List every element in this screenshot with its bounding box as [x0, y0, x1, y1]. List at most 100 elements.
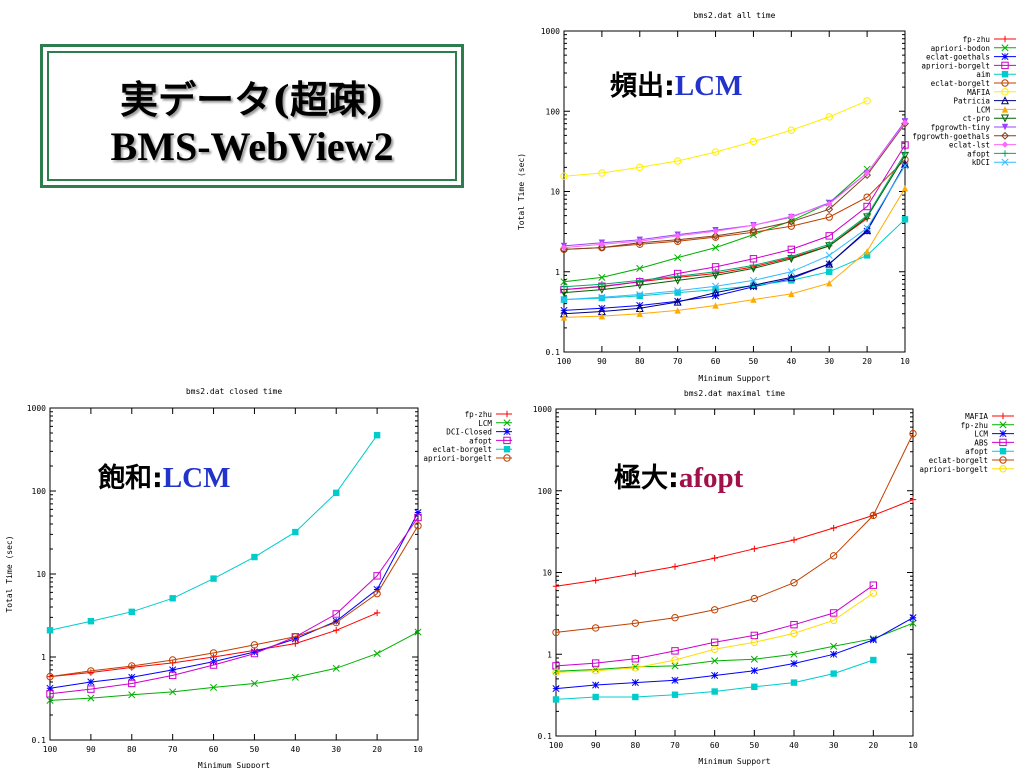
- series-line: [555, 499, 914, 587]
- data-point: [909, 619, 917, 627]
- series-abs: [552, 581, 878, 670]
- series-line: [555, 584, 874, 667]
- x-axis: 100 90 80 70 60 50 40 30 20 10: [557, 31, 910, 366]
- data-point: [830, 524, 837, 532]
- data-point: [830, 642, 838, 650]
- x-tick-label: 50: [749, 357, 759, 366]
- x-tick-label: 30: [331, 745, 341, 754]
- data-point: [46, 672, 54, 681]
- data-point: [598, 293, 606, 301]
- chart-svg: bms2.dat closed time 0.1 1 10 100 1000 100 90 80…: [5, 387, 512, 768]
- data-point: [750, 594, 759, 603]
- data-point: [169, 688, 177, 696]
- data-point: [631, 679, 639, 687]
- data-point: [790, 650, 798, 658]
- data-point: [825, 251, 833, 259]
- series-lcm: [46, 628, 422, 704]
- x-axis-label: Minimum Support: [698, 757, 770, 766]
- data-point: [87, 678, 95, 686]
- x-tick-label: 20: [869, 741, 879, 750]
- series-line: [563, 122, 906, 249]
- legend-item: eclat-borgelt: [931, 79, 1016, 88]
- data-point: [750, 282, 757, 289]
- data-point: [788, 290, 795, 298]
- data-point: [250, 649, 259, 658]
- x-tick-label: 90: [86, 745, 96, 754]
- series-eclat-borgelt: [560, 155, 909, 254]
- legend-item: LCM: [478, 419, 512, 428]
- legend-item: afopt: [469, 436, 512, 445]
- y-tick-label: 1000: [27, 404, 46, 413]
- x-tick-label: 100: [557, 357, 572, 366]
- data-point: [291, 633, 300, 641]
- x-tick-label: 50: [250, 745, 260, 754]
- slide-title: 実データ(超疎): [120, 77, 384, 122]
- y-tick-label: 100: [32, 487, 47, 496]
- legend-label: DCI-Closed: [446, 428, 492, 437]
- data-point: [552, 582, 560, 590]
- data-point: [870, 656, 877, 664]
- data-point: [671, 662, 679, 670]
- data-point: [250, 648, 258, 656]
- legend-label: ct-pro: [963, 114, 991, 123]
- data-point: [128, 608, 135, 616]
- legend-marker: [999, 448, 1007, 455]
- data-point: [901, 141, 909, 149]
- data-point: [332, 618, 340, 627]
- data-point: [636, 277, 643, 284]
- data-point: [710, 638, 719, 647]
- data-point: [631, 663, 639, 671]
- legend-marker: [1001, 35, 1009, 43]
- data-point: [750, 655, 758, 663]
- series-line: [555, 622, 914, 672]
- series-line: [49, 525, 419, 678]
- series-line: [563, 165, 906, 301]
- annotation-frequent-algo: LCM: [674, 70, 743, 102]
- x-tick-label: 50: [750, 741, 760, 750]
- series-afopt: [46, 513, 422, 698]
- y-tick-label: 0.1: [546, 348, 561, 357]
- data-point: [414, 508, 422, 517]
- legend-marker: [1001, 44, 1009, 52]
- y-tick-label: 1: [555, 268, 560, 277]
- data-point: [250, 679, 258, 688]
- x-axis: 100 90 80 70 60 50 40 30 20 10: [549, 409, 918, 750]
- y-tick-label: 10: [36, 570, 46, 579]
- data-point: [674, 254, 682, 262]
- data-point: [909, 614, 917, 622]
- chart-title: bms2.dat all time: [694, 11, 776, 20]
- series-afopt: [552, 656, 877, 703]
- data-point: [787, 126, 796, 134]
- data-point: [598, 241, 606, 248]
- legend-item: eclat-borgelt: [433, 445, 512, 454]
- data-point: [901, 216, 909, 223]
- data-point: [250, 641, 259, 649]
- series-line: [563, 123, 906, 250]
- y-tick-label: 100: [546, 107, 561, 116]
- legend-item: ABS: [974, 438, 1014, 447]
- legend-marker: [999, 421, 1007, 429]
- data-point: [829, 616, 838, 625]
- data-point: [825, 232, 833, 240]
- data-point: [552, 696, 560, 703]
- legend-item: eclat-lst: [949, 141, 1016, 150]
- data-point: [711, 657, 719, 665]
- x-axis-label: Minimum Support: [698, 374, 770, 383]
- data-point: [825, 113, 833, 121]
- data-point: [46, 696, 54, 704]
- legend-marker: [503, 446, 511, 453]
- series-line: [555, 592, 874, 673]
- data-point: [592, 665, 600, 674]
- data-point: [87, 669, 95, 676]
- data-point: [560, 244, 568, 251]
- data-point: [209, 649, 218, 657]
- data-point: [414, 522, 422, 530]
- data-point: [333, 627, 340, 634]
- data-point: [787, 273, 796, 282]
- series-line: [49, 512, 419, 689]
- data-point: [291, 673, 299, 681]
- legend-marker: [503, 454, 511, 462]
- legend-item: ct-pro: [963, 114, 1016, 123]
- data-point: [128, 673, 136, 681]
- data-point: [632, 570, 639, 577]
